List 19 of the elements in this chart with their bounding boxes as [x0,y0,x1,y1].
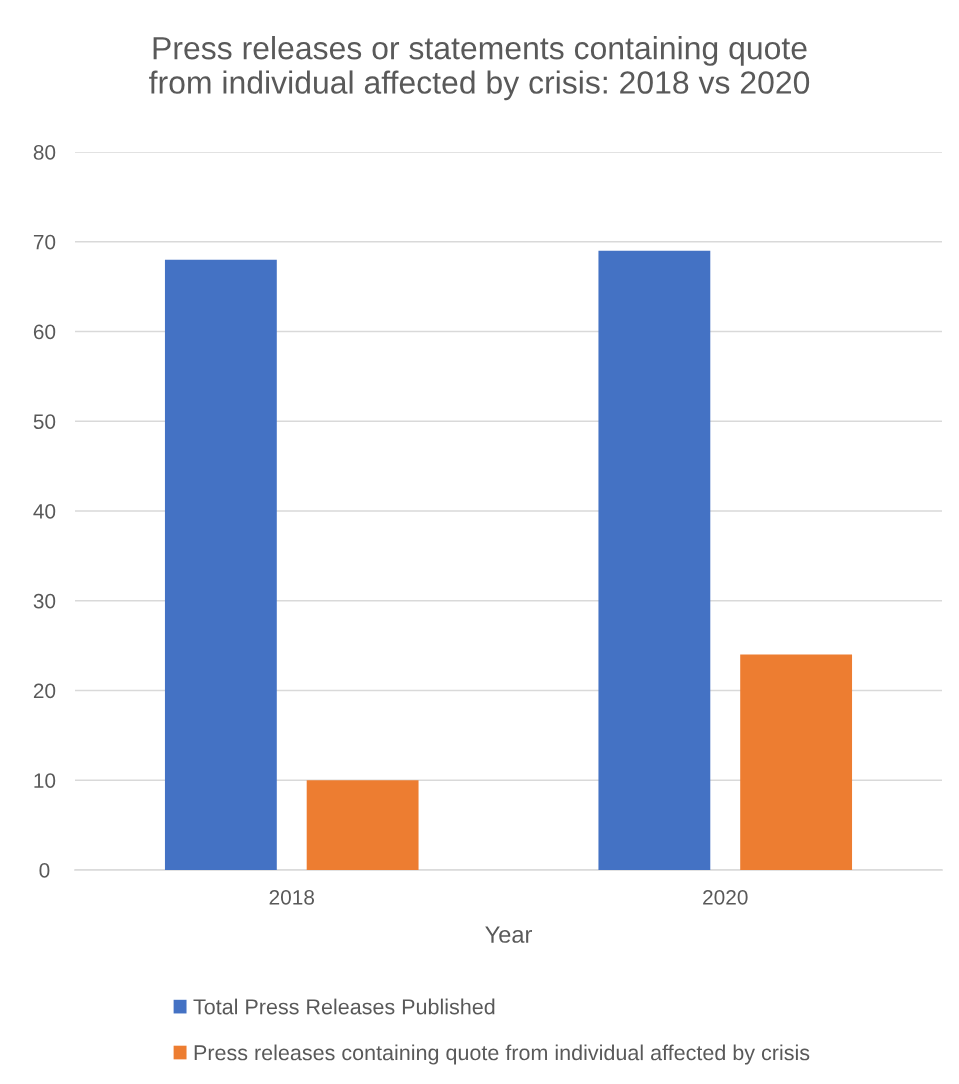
x-tick-label: 2018 [269,889,315,905]
chart-title: Press releases or statements containing quote from individual affected by crisis: 2018 vs 2020 [149,36,810,101]
y-tick-label: 40 [33,504,56,519]
legend-label: Press releases containing quote from individual affected by crisis [194,1044,810,1065]
y-tick-label: 50 [33,414,56,429]
y-tick-label: 30 [33,593,56,609]
bar [740,654,853,870]
y-tick-label: 80 [33,145,56,160]
y-tick-label: 70 [33,234,56,250]
y-tick-label: 0 [39,863,50,878]
y-tick-label: 10 [34,773,56,788]
bar [598,250,711,870]
bar [306,780,419,870]
y-tick-label: 60 [33,324,56,340]
legend-label: Total Press Releases Published [193,998,495,1015]
bar [164,259,277,870]
x-axis-title: Year [485,926,532,943]
x-tick-label: 2020 [703,889,748,905]
y-tick-label: 20 [33,683,56,699]
